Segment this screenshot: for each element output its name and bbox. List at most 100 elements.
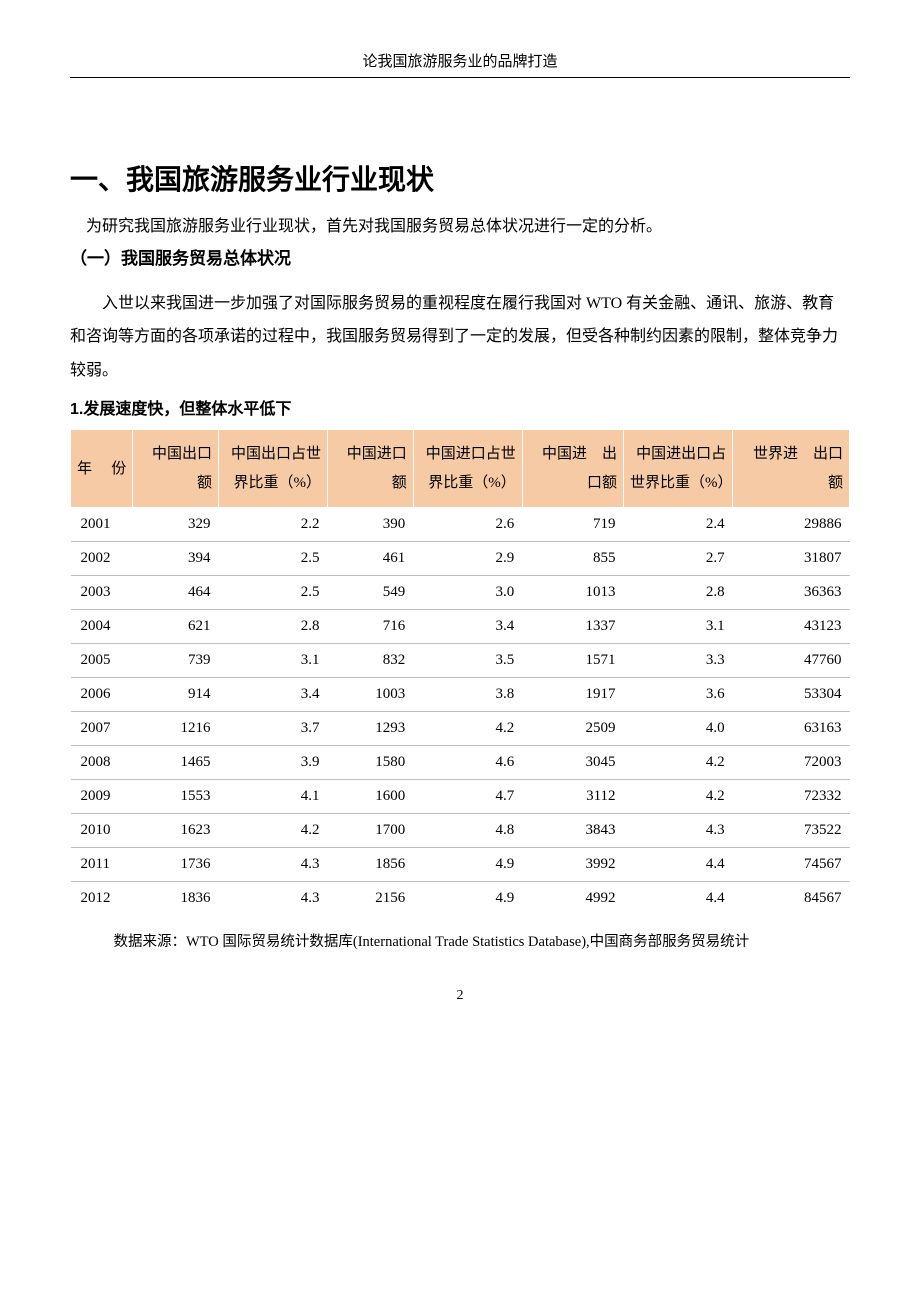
table-cell: 4.3 — [624, 814, 733, 848]
table-cell: 72003 — [733, 746, 850, 780]
body-paragraph: 入世以来我国进一步加强了对国际服务贸易的重视程度在履行我国对 WTO 有关金融、… — [70, 287, 850, 388]
table-row: 20034642.55493.010132.836363 — [71, 576, 850, 610]
table-cell: 3.9 — [219, 746, 328, 780]
table-row: 201016234.217004.838434.373522 — [71, 814, 850, 848]
table-row: 201218364.321564.949924.484567 — [71, 882, 850, 916]
table-row: 20013292.23902.67192.429886 — [71, 508, 850, 542]
subsection-heading: （一）我国服务贸易总体状况 — [70, 244, 850, 269]
table-cell: 3.4 — [219, 678, 328, 712]
table-cell: 2.7 — [624, 542, 733, 576]
table-header-row: 年份 中国出口额 中国出口占世界比重（%） 中国进口额 中国进口占世界比重（%）… — [71, 430, 850, 508]
table-cell: 2.5 — [219, 542, 328, 576]
section-heading-1: 一、我国旅游服务业行业现状 — [70, 158, 850, 198]
table-cell: 461 — [328, 542, 414, 576]
table-cell: 2010 — [71, 814, 133, 848]
table-cell: 1736 — [133, 848, 219, 882]
table-cell: 36363 — [733, 576, 850, 610]
table-cell: 4.2 — [624, 746, 733, 780]
table-cell: 4.3 — [219, 848, 328, 882]
col-world-total: 世界进 出口额 — [733, 430, 850, 508]
table-cell: 1337 — [522, 610, 623, 644]
table-row: 200712163.712934.225094.063163 — [71, 712, 850, 746]
data-source-note: 数据来源：WTO 国际贸易统计数据库(International Trade S… — [70, 927, 850, 957]
table-cell: 3.6 — [624, 678, 733, 712]
table-cell: 2.8 — [219, 610, 328, 644]
table-cell: 63163 — [733, 712, 850, 746]
table-cell: 4.2 — [624, 780, 733, 814]
table-cell: 394 — [133, 542, 219, 576]
col-export: 中国出口额 — [133, 430, 219, 508]
table-cell: 3045 — [522, 746, 623, 780]
table-cell: 549 — [328, 576, 414, 610]
table-cell: 719 — [522, 508, 623, 542]
table-cell: 3.0 — [413, 576, 522, 610]
table-cell: 2012 — [71, 882, 133, 916]
col-export-pct: 中国出口占世界比重（%） — [219, 430, 328, 508]
table-cell: 914 — [133, 678, 219, 712]
col-year: 年份 — [71, 430, 133, 508]
table-row: 201117364.318564.939924.474567 — [71, 848, 850, 882]
table-cell: 3.1 — [219, 644, 328, 678]
table-row: 20023942.54612.98552.731807 — [71, 542, 850, 576]
table-cell: 2.8 — [624, 576, 733, 610]
table-row: 20057393.18323.515713.347760 — [71, 644, 850, 678]
col-import: 中国进口额 — [328, 430, 414, 508]
table-cell: 2.4 — [624, 508, 733, 542]
table-cell: 390 — [328, 508, 414, 542]
table-cell: 2509 — [522, 712, 623, 746]
table-cell: 4.1 — [219, 780, 328, 814]
table-cell: 1856 — [328, 848, 414, 882]
table-cell: 73522 — [733, 814, 850, 848]
running-header: 论我国旅游服务业的品牌打造 — [70, 50, 850, 78]
table-cell: 29886 — [733, 508, 850, 542]
table-cell: 4.7 — [413, 780, 522, 814]
table-cell: 3.8 — [413, 678, 522, 712]
table-cell: 4992 — [522, 882, 623, 916]
table-cell: 1600 — [328, 780, 414, 814]
table-cell: 1293 — [328, 712, 414, 746]
table-cell: 53304 — [733, 678, 850, 712]
table-cell: 3.3 — [624, 644, 733, 678]
table-cell: 2009 — [71, 780, 133, 814]
table-cell: 4.3 — [219, 882, 328, 916]
table-cell: 4.2 — [413, 712, 522, 746]
table-cell: 855 — [522, 542, 623, 576]
table-cell: 1836 — [133, 882, 219, 916]
table-cell: 43123 — [733, 610, 850, 644]
col-import-pct: 中国进口占世界比重（%） — [413, 430, 522, 508]
table-cell: 1700 — [328, 814, 414, 848]
intro-paragraph: 为研究我国旅游服务业行业现状，首先对我国服务贸易总体状况进行一定的分析。 — [70, 214, 850, 240]
table-cell: 31807 — [733, 542, 850, 576]
table-cell: 329 — [133, 508, 219, 542]
subsubsection-heading: 1.发展速度快，但整体水平低下 — [70, 395, 850, 419]
table-cell: 4.4 — [624, 882, 733, 916]
table-cell: 3.1 — [624, 610, 733, 644]
table-cell: 4.9 — [413, 848, 522, 882]
table-cell: 2.9 — [413, 542, 522, 576]
table-cell: 72332 — [733, 780, 850, 814]
table-cell: 1571 — [522, 644, 623, 678]
table-cell: 1623 — [133, 814, 219, 848]
table-cell: 2.6 — [413, 508, 522, 542]
page-number: 2 — [70, 988, 850, 1004]
table-cell: 4.8 — [413, 814, 522, 848]
table-cell: 2005 — [71, 644, 133, 678]
trade-data-table: 年份 中国出口额 中国出口占世界比重（%） 中国进口额 中国进口占世界比重（%）… — [70, 429, 850, 915]
table-cell: 1216 — [133, 712, 219, 746]
table-cell: 464 — [133, 576, 219, 610]
table-row: 200915534.116004.731124.272332 — [71, 780, 850, 814]
table-cell: 716 — [328, 610, 414, 644]
table-cell: 2006 — [71, 678, 133, 712]
table-cell: 3843 — [522, 814, 623, 848]
table-cell: 2001 — [71, 508, 133, 542]
table-cell: 84567 — [733, 882, 850, 916]
table-cell: 3.7 — [219, 712, 328, 746]
col-total: 中国进 出口额 — [522, 430, 623, 508]
table-cell: 2008 — [71, 746, 133, 780]
table-cell: 2002 — [71, 542, 133, 576]
document-page: 论我国旅游服务业的品牌打造 一、我国旅游服务业行业现状 为研究我国旅游服务业行业… — [0, 0, 920, 1044]
table-cell: 1003 — [328, 678, 414, 712]
table-cell: 2004 — [71, 610, 133, 644]
table-cell: 2.2 — [219, 508, 328, 542]
table-cell: 4.0 — [624, 712, 733, 746]
